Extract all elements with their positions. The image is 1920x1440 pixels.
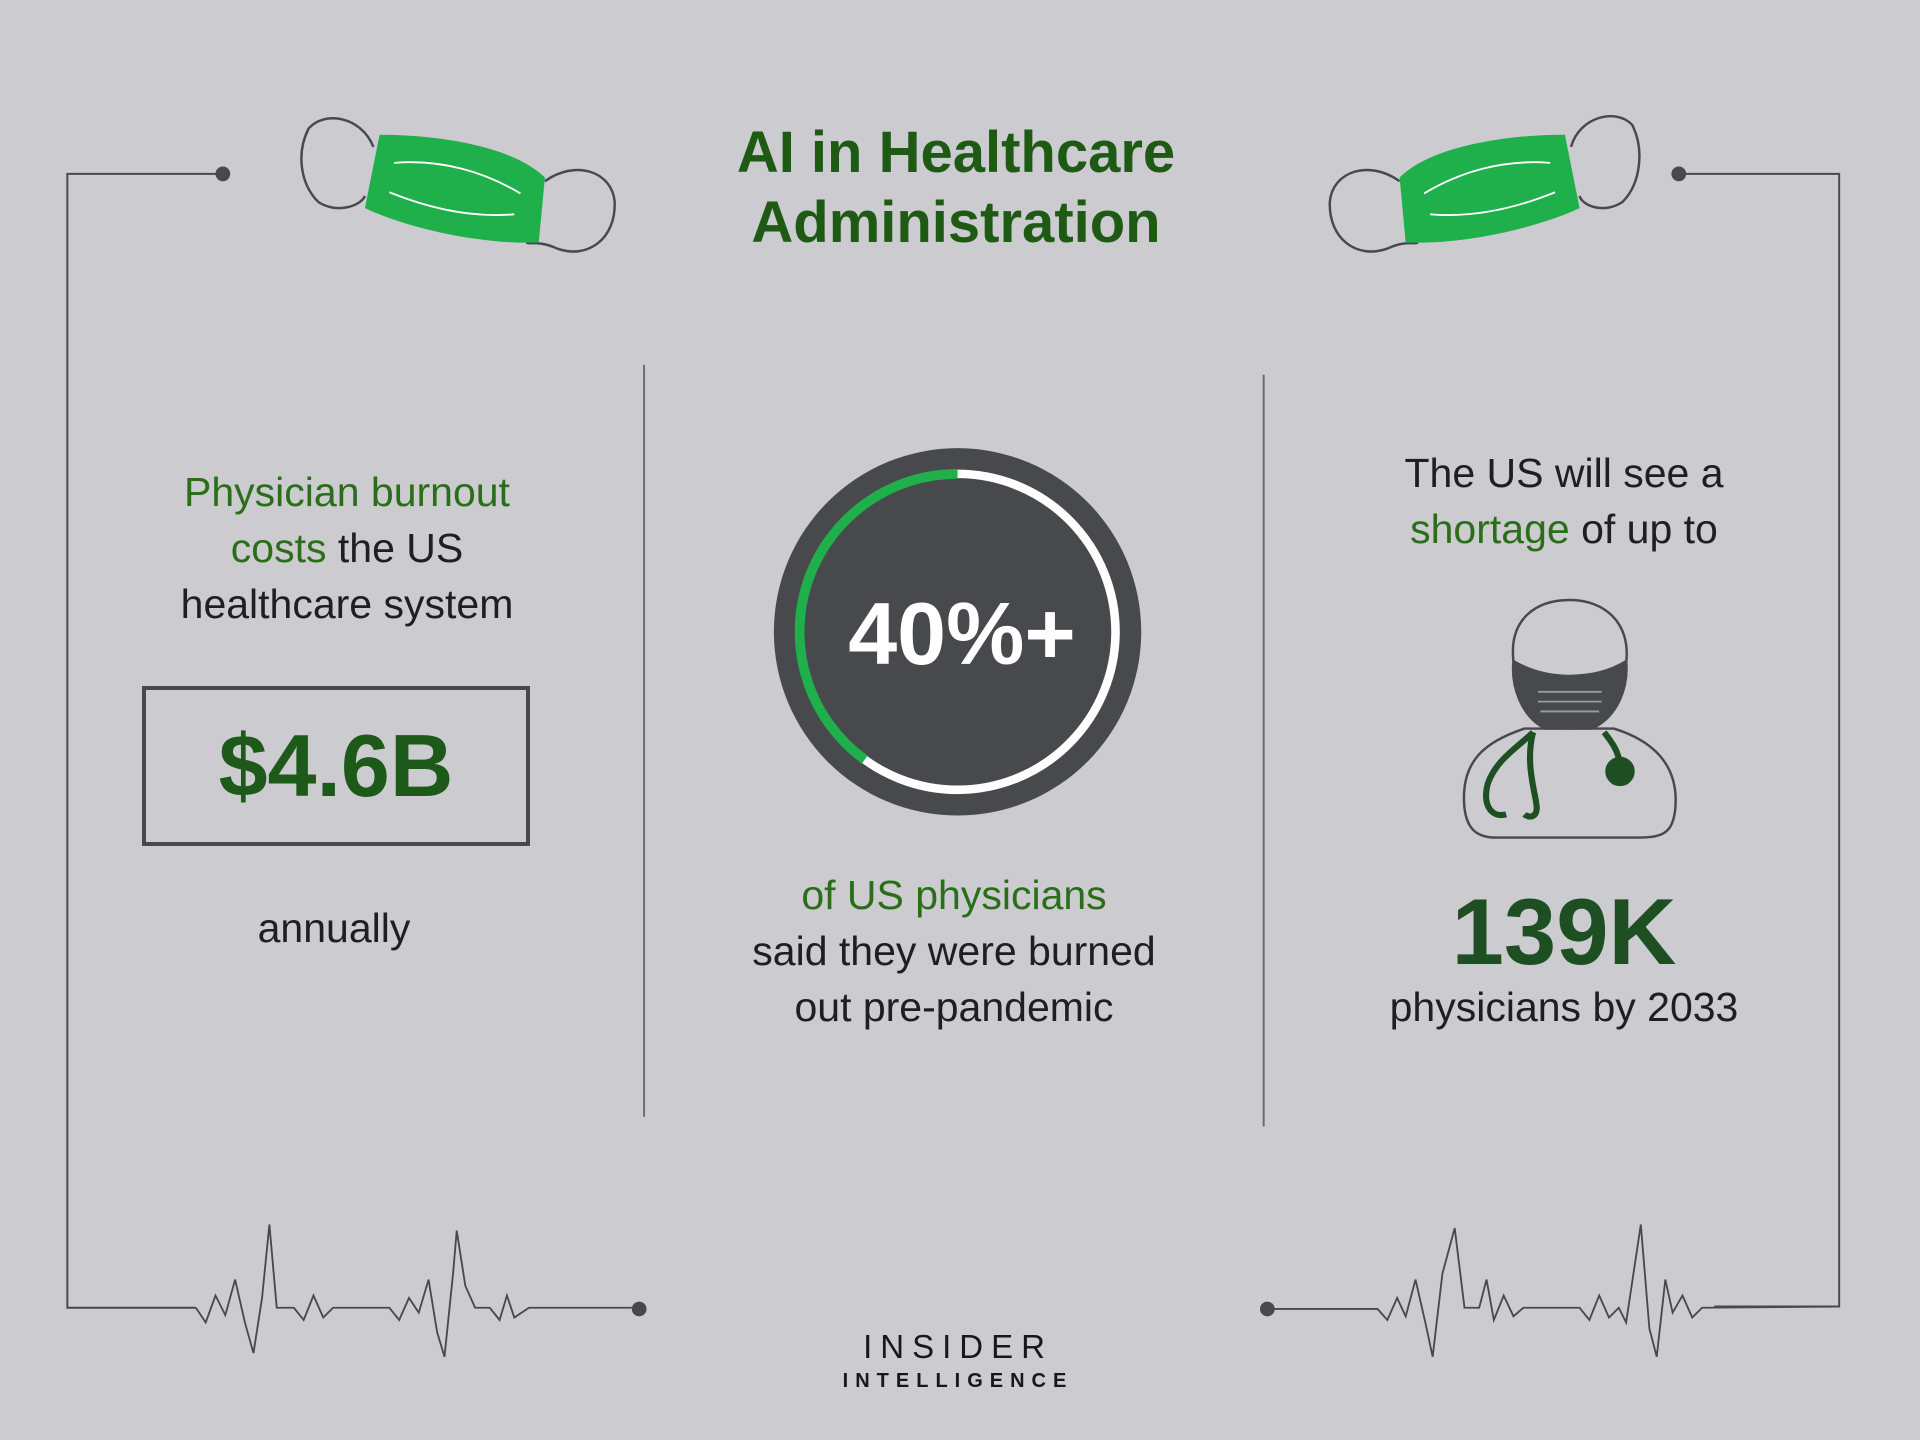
burnout-percent: 40%+ <box>848 584 1076 683</box>
frame-dot <box>631 1301 647 1317</box>
logo-intelligence: INTELLIGENCE <box>842 1370 1074 1392</box>
progress-arc <box>794 468 958 764</box>
burnout-percent-text-3: out pre-pandemic <box>794 984 1114 1030</box>
face-mask-icon-left <box>300 117 616 253</box>
costs-highlight: costs <box>230 525 327 571</box>
cost-value-box: $4.6B <box>142 686 530 846</box>
frame-dot <box>215 166 231 182</box>
title-line-1: AI in Healthcare <box>736 120 1176 185</box>
logo-insider: INSIDER <box>863 1328 1053 1365</box>
shortage-highlight: shortage <box>1410 506 1570 552</box>
title-line-2: Administration <box>751 190 1161 255</box>
shortage-text-2: of up to <box>1569 506 1718 552</box>
frame-dot <box>1671 166 1687 182</box>
burnout-highlight: Physician burnout <box>184 469 510 515</box>
face-mask-icon-right <box>1328 115 1641 253</box>
shortage-value: 139K <box>1451 879 1677 984</box>
burnout-text-3: healthcare system <box>180 581 514 627</box>
shortage-text-1: The US will see a <box>1404 450 1724 496</box>
physicians-highlight: of US physicians <box>801 872 1107 918</box>
heartbeat-line-right <box>1267 1224 1840 1357</box>
burnout-percent-text-2: said they were burned <box>752 928 1156 974</box>
page-title: AI in Healthcare Administration <box>737 118 1175 258</box>
heartbeat-line-left <box>195 1224 640 1357</box>
burnout-text: the US <box>326 525 464 571</box>
shortage-text: The US will see a shortage of up to <box>1404 445 1723 557</box>
shortage-after-text: physicians by 2033 <box>1389 984 1739 1030</box>
burnout-percent-text: of US physicians said they were burned o… <box>752 867 1155 1035</box>
annually-text: annually <box>257 905 411 951</box>
progress-ring <box>773 448 1142 816</box>
cost-value: $4.6B <box>218 716 454 815</box>
burnout-cost-text: Physician burnout costs the US healthcar… <box>181 464 514 632</box>
doctor-icon <box>1462 598 1677 839</box>
